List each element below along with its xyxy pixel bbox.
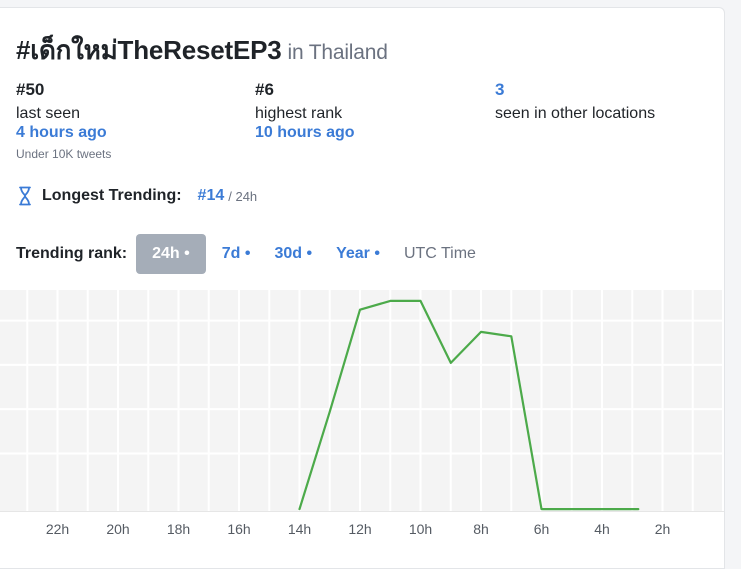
x-axis-ticks: 22h 20h 18h 16h 14h 12h 10h 8h 6h 4h 2h <box>46 521 670 537</box>
stat-other-locations-count[interactable]: 3 <box>495 80 505 99</box>
rank-chart: 22h 20h 18h 16h 14h 12h 10h 8h 6h 4h 2h <box>0 290 724 537</box>
x-tick-label: 22h <box>46 521 69 537</box>
location-label: in Thailand <box>287 41 388 64</box>
stat-last-seen-rank: #50 <box>16 80 45 99</box>
range-24h-button[interactable]: 24h • <box>136 234 206 274</box>
page-title: #เด็กใหม่TheResetEP3 in Thailand <box>16 30 388 71</box>
stat-other-locations-label: seen in other locations <box>495 105 656 122</box>
chart-plot-area <box>0 290 724 511</box>
x-tick-label: 6h <box>534 521 550 537</box>
x-tick-label: 20h <box>106 521 129 537</box>
x-tick-label: 8h <box>473 521 489 537</box>
stat-last-seen-time[interactable]: 4 hours ago <box>16 124 107 141</box>
range-label: Trending rank: <box>16 245 128 262</box>
longest-trending: Longest Trending: #14 / 24h <box>18 186 257 206</box>
range-selector: Trending rank: 24h • 7d • 30d • Year • U… <box>16 234 476 274</box>
x-tick-label: 16h <box>227 521 250 537</box>
range-year-button[interactable]: Year • <box>336 245 380 262</box>
x-tick-label: 4h <box>594 521 610 537</box>
timezone-toggle[interactable]: UTC Time <box>403 245 476 262</box>
longest-trending-label: Longest Trending: <box>42 187 182 204</box>
chart-grid <box>0 290 724 512</box>
range-7d-button[interactable]: 7d • <box>221 245 251 262</box>
stat-highest-rank: #6 highest rank 10 hours ago <box>255 80 355 142</box>
stat-other-locations: 3 seen in other locations <box>495 80 655 123</box>
longest-trending-duration: / 24h <box>228 188 258 204</box>
rank-series <box>298 299 640 511</box>
hashtag-title: #เด็กใหม่TheResetEP3 <box>16 35 282 65</box>
hourglass-icon <box>19 186 31 206</box>
rank-line <box>298 299 640 511</box>
x-tick-label: 10h <box>409 521 432 537</box>
longest-trending-rank: #14 <box>197 187 225 204</box>
x-tick-label: 12h <box>348 521 371 537</box>
x-tick-label: 18h <box>167 521 190 537</box>
stat-highest-rank-label: highest rank <box>255 105 343 122</box>
x-tick-label: 14h <box>288 521 311 537</box>
trend-card: #เด็กใหม่TheResetEP3 in Thailand #50 last… <box>0 7 725 569</box>
stat-highest-rank-value: #6 <box>255 80 274 99</box>
stat-last-seen-label: last seen <box>16 105 81 122</box>
stat-last-seen: #50 last seen 4 hours ago Under 10K twee… <box>16 80 111 161</box>
tweet-volume-note: Under 10K tweets <box>16 147 112 161</box>
x-tick-label: 2h <box>655 521 671 537</box>
stat-highest-rank-time[interactable]: 10 hours ago <box>255 124 355 141</box>
range-30d-button[interactable]: 30d • <box>274 245 313 262</box>
